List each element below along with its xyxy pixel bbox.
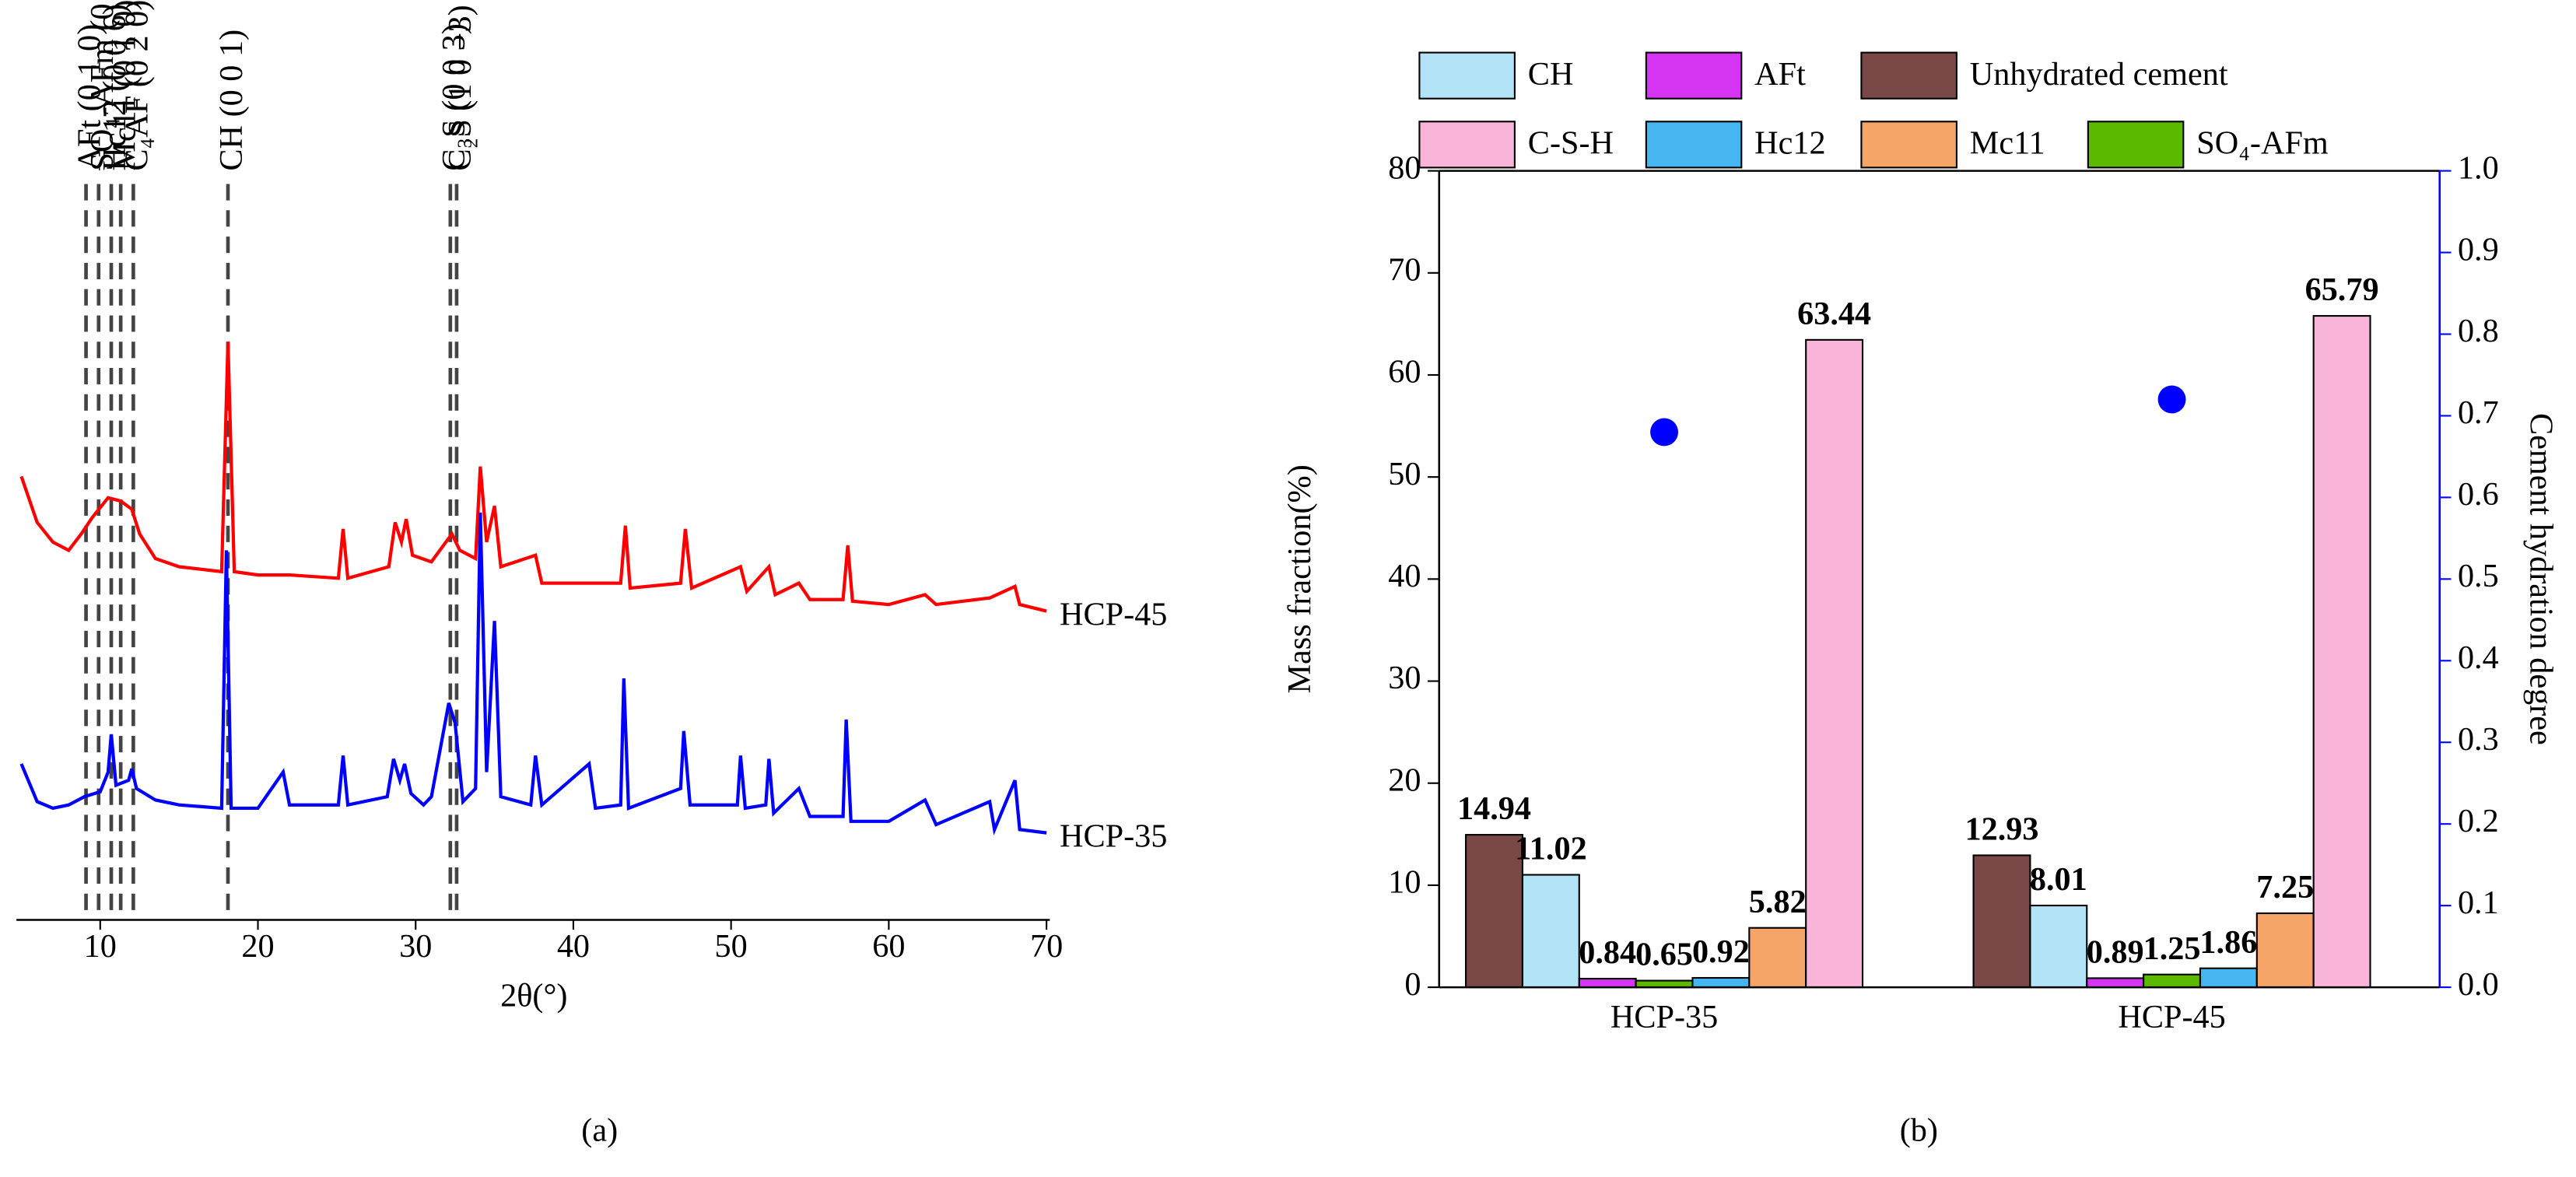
- y-tick-label: 50: [1388, 456, 1421, 492]
- value-label: 65.79: [2305, 271, 2379, 308]
- x-tick-label: 70: [1030, 928, 1063, 965]
- x-tick-label: 40: [557, 928, 590, 965]
- legend-label: AFt: [1754, 56, 1806, 93]
- legend-label: Mc11: [1970, 125, 2045, 162]
- y-tick-label: 30: [1388, 660, 1421, 696]
- annotation-label: SO₄-AFm (0 0 6): [84, 0, 121, 171]
- series-line: [19, 342, 1047, 613]
- scatter-point: [2157, 385, 2186, 414]
- value-label: 7.25: [2256, 869, 2314, 906]
- y2-axis-label: Cement hydration degree: [2523, 413, 2560, 745]
- bar: [1691, 976, 1751, 989]
- annotation-label: C₂S (1 0 −3): [442, 5, 478, 170]
- bar: [2029, 904, 2088, 989]
- value-label: 8.01: [2030, 861, 2087, 898]
- annotation-label: Mc11 (0 1 0): [106, 0, 142, 171]
- value-label: 0.89: [2087, 934, 2144, 971]
- legend-label: Hc12: [1754, 125, 1825, 162]
- value-label: 0.92: [1692, 934, 1750, 970]
- y2-tick-label: 0.7: [2458, 394, 2499, 431]
- y-tick-label: 40: [1388, 558, 1421, 594]
- annotation-label: Hc12 (0 0 6): [96, 4, 133, 171]
- y2-tick-label: 0.6: [2458, 476, 2499, 513]
- legend-swatch: [1860, 51, 1957, 100]
- series-label: HCP-45: [1060, 597, 1167, 633]
- legend-label: Unhydrated cement: [1970, 56, 2228, 93]
- value-label: 14.94: [1457, 790, 1531, 827]
- value-label: 11.02: [1515, 831, 1587, 867]
- y2-tick-label: 0.1: [2458, 885, 2499, 921]
- annotation-label: CH (0 0 1): [213, 30, 250, 171]
- x-tick-label: 10: [84, 928, 117, 965]
- y2-tick-label: 0.5: [2458, 558, 2499, 594]
- x-tick-label: HCP-45: [2118, 999, 2225, 1035]
- y2-tick-label: 0.0: [2458, 966, 2499, 1003]
- value-label: 63.44: [1797, 296, 1871, 332]
- y2-tick-label: 0.3: [2458, 721, 2499, 758]
- scatter-point: [1650, 418, 1679, 447]
- bar: [2086, 977, 2145, 989]
- series-label: HCP-35: [1060, 818, 1167, 855]
- x-tick-label: 50: [715, 928, 748, 965]
- legend-label: SO₄-AFm: [2196, 125, 2329, 162]
- x-tick-label: 30: [399, 928, 432, 965]
- legend-swatch: [2087, 121, 2185, 169]
- annotation-label: C₃S (0 0 3): [436, 23, 472, 170]
- bar: [2143, 973, 2202, 989]
- x-axis-label: 2θ(°): [500, 978, 567, 1014]
- legend-swatch: [1418, 51, 1516, 100]
- legend-label: C-S-H: [1528, 125, 1614, 162]
- x-tick-label: 20: [241, 928, 274, 965]
- y2-tick-label: 1.0: [2458, 149, 2499, 186]
- bar: [1748, 927, 1807, 989]
- bar: [1521, 874, 1580, 989]
- y-tick-label: 70: [1388, 251, 1421, 288]
- panel-label: (b): [1900, 1112, 1938, 1149]
- legend-label: CH: [1528, 56, 1574, 93]
- bar: [1465, 834, 1523, 989]
- annotation-label: C₄AF (0 2 0): [119, 0, 156, 171]
- bar: [1635, 979, 1694, 989]
- bar: [1578, 978, 1637, 989]
- bar: [1805, 338, 1864, 989]
- y2-tick-label: 0.4: [2458, 639, 2499, 676]
- x-tick-label: 60: [872, 928, 905, 965]
- value-label: 0.65: [1635, 937, 1693, 973]
- annotation-label: AFt (0 1 0): [72, 24, 108, 171]
- y-tick-label: 80: [1388, 149, 1421, 186]
- y-tick-label: 10: [1388, 864, 1421, 901]
- y2-tick-label: 0.2: [2458, 803, 2499, 839]
- value-label: 12.93: [1964, 811, 2038, 848]
- x-tick-label: HCP-35: [1610, 999, 1718, 1035]
- legend-swatch: [1418, 121, 1516, 169]
- y-axis-label: Mass fraction(%): [1281, 464, 1318, 693]
- value-label: 1.25: [2143, 930, 2201, 967]
- legend-swatch: [1645, 121, 1743, 169]
- legend-swatch: [1645, 51, 1743, 100]
- y2-tick-label: 0.8: [2458, 313, 2499, 349]
- y-tick-label: 0: [1404, 966, 1421, 1003]
- legend-swatch: [1860, 121, 1957, 169]
- value-label: 0.84: [1579, 934, 1636, 971]
- series-line: [19, 512, 1047, 835]
- bar: [2199, 967, 2258, 989]
- value-label: 1.86: [2199, 924, 2257, 961]
- y-tick-label: 60: [1388, 354, 1421, 391]
- bar: [2255, 912, 2315, 989]
- bar: [2312, 314, 2371, 989]
- y2-tick-label: 0.9: [2458, 231, 2499, 268]
- value-label: 5.82: [1749, 884, 1807, 920]
- bar: [1972, 854, 2031, 989]
- y-tick-label: 20: [1388, 762, 1421, 798]
- panel-label: (a): [581, 1112, 618, 1149]
